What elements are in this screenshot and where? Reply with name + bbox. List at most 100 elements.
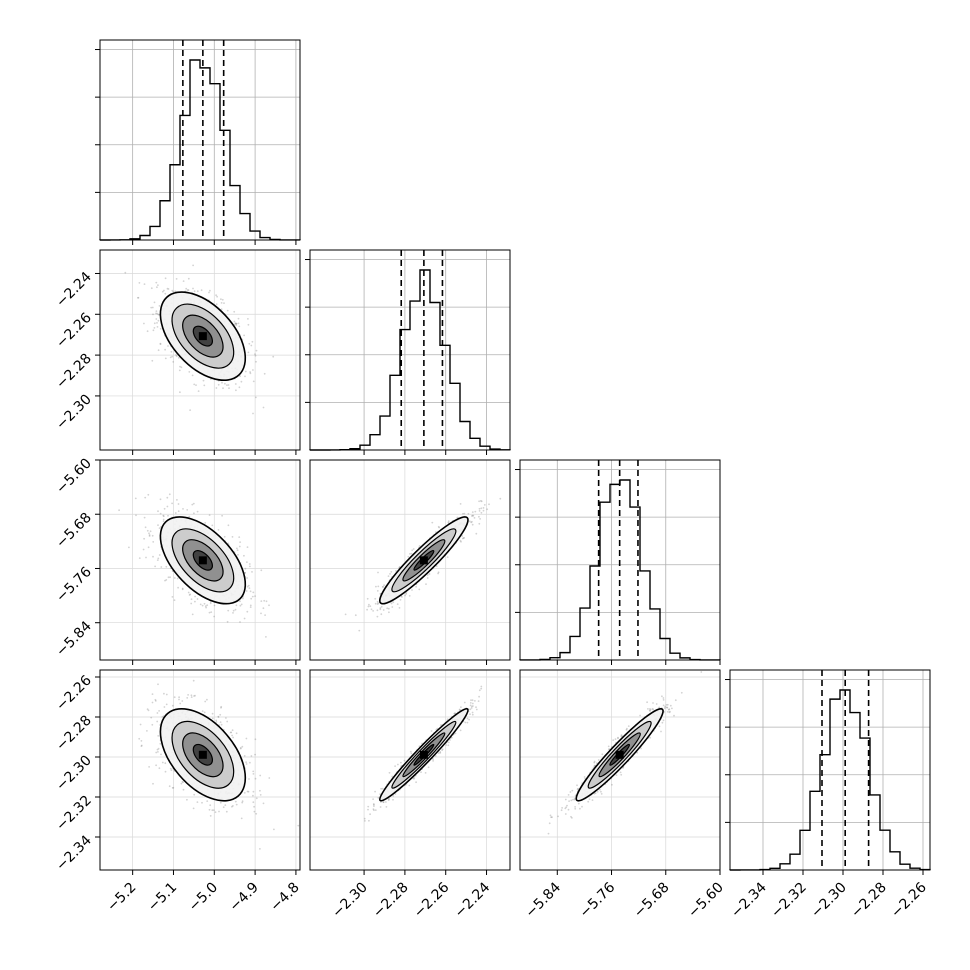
sample-point [152,782,154,785]
sample-point [209,601,212,603]
sample-point [246,610,249,613]
sample-point [471,702,474,705]
sample-point [407,555,410,558]
sample-point [446,718,449,721]
sample-point [557,815,559,818]
sample-point [249,590,252,593]
sample-point [196,801,199,803]
sample-point [596,790,599,793]
sample-point [470,707,473,709]
sample-point [478,510,481,512]
sample-point [388,771,391,774]
sample-point [379,793,381,795]
sample-point [151,306,154,309]
sample-point [439,724,442,726]
sample-point [387,607,390,610]
sample-point [199,603,202,606]
sample-point [418,588,421,591]
sample-point [235,604,238,607]
sample-point [240,817,243,820]
sample-point [471,711,474,714]
sample-point [464,721,467,724]
sample-point [461,535,464,537]
sample-point [469,704,472,707]
sample-point [571,789,574,792]
sample-point [238,536,241,538]
sample-point [376,609,379,612]
sample-point [166,496,169,499]
sample-point [241,800,244,803]
sample-point [394,793,397,795]
sample-point [468,718,470,721]
sample-point [204,605,207,608]
sample-point [426,574,429,576]
axes-frame [729,669,931,871]
sample-point [374,602,377,605]
sample-point [259,794,262,796]
sample-point [561,807,563,809]
sample-point [164,579,166,582]
sample-point [158,527,161,529]
density-peak [419,750,428,759]
sample-point [192,287,194,290]
sample-point [226,309,229,312]
sample-point [372,798,374,800]
sample-point [390,602,393,605]
sample-point [246,790,249,793]
sample-point [394,765,396,767]
sample-point [221,298,224,301]
sample-point [164,292,167,295]
sample-point [297,824,300,827]
sample-point [127,546,130,549]
sample-point [190,696,193,698]
sample-point [157,319,160,322]
sample-point [381,787,384,790]
sample-point [386,607,389,610]
sample-point [159,343,162,345]
density-peak [198,750,207,759]
sample-point [477,700,480,702]
sample-point [478,500,480,503]
sample-point [252,790,255,793]
sample-point [150,287,153,290]
sample-point [209,804,212,807]
sample-point [249,371,252,373]
sample-point [157,735,160,737]
sample-point [460,706,462,708]
sample-point [251,340,254,343]
sample-point [264,614,266,616]
sample-point [660,730,662,733]
sample-point [475,706,477,709]
sample-point [234,322,237,325]
sample-point [138,737,141,740]
sample-point [388,798,391,800]
sample-point [480,687,483,690]
sample-point [175,354,177,356]
sample-point [456,516,459,519]
sample-point [251,595,254,598]
axes-frame [309,669,511,871]
sample-point [259,774,262,777]
sample-point [206,604,209,607]
sample-point [447,744,450,747]
sample-point [480,500,483,503]
sample-point [469,708,472,711]
sample-point [571,817,573,819]
scatter-panel-1-3 [309,669,511,875]
sample-point [259,789,261,792]
sample-point [403,759,406,762]
sample-point [268,604,270,607]
sample-point [600,793,603,795]
sample-point [380,605,383,608]
sample-point [159,342,162,345]
sample-point [255,396,257,399]
sample-point [466,721,469,724]
sample-point [239,375,242,378]
sample-point [155,312,157,315]
sample-point [179,365,181,368]
sample-point [369,605,372,608]
scatter-panel-0-3 [95,669,301,875]
sample-point [246,577,249,579]
sample-point [186,697,189,699]
sample-point [437,752,440,754]
